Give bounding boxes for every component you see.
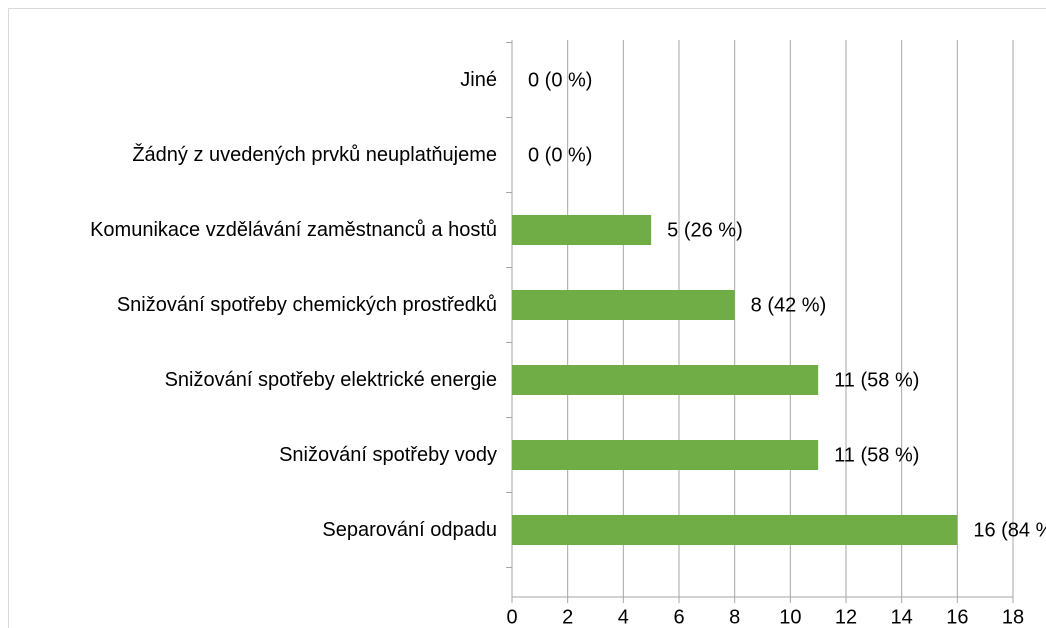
value-label: 0 (0 %)	[528, 69, 592, 91]
x-tick-label: 2	[562, 606, 573, 628]
bar	[512, 290, 735, 320]
bar	[512, 365, 819, 395]
category-label-box: Žádný z uvedených prvků neuplatňujeme	[8, 118, 497, 192]
y-tick-label: Jiné	[460, 69, 497, 91]
value-label: 8 (42 %)	[751, 294, 827, 316]
category-label-box: Separování odpadu	[8, 493, 497, 567]
x-tick-label: 6	[673, 606, 684, 628]
x-tick-label: 14	[891, 606, 913, 628]
y-tick-label: Separování odpadu	[322, 519, 497, 541]
bar	[512, 215, 652, 245]
value-label: 0 (0 %)	[528, 144, 592, 166]
bar	[512, 515, 958, 545]
x-tick-label: 4	[618, 606, 629, 628]
category-label-box: Komunikace vzdělávání zaměstnanců a host…	[8, 193, 497, 267]
value-label: 5 (26 %)	[667, 219, 743, 241]
x-tick-label: 16	[946, 606, 968, 628]
bar	[512, 440, 819, 470]
category-label-box: Jiné	[8, 43, 497, 117]
y-tick-label: Snižování spotřeby elektrické energie	[164, 369, 497, 391]
category-label-box: Snižování spotřeby elektrické energie	[8, 343, 497, 417]
x-tick-label: 10	[779, 606, 801, 628]
value-label: 11 (58 %)	[834, 369, 919, 391]
category-label-box: Snižování spotřeby chemických prostředků	[8, 268, 497, 342]
x-tick-label: 18	[1002, 606, 1024, 628]
chart-border	[8, 8, 1046, 628]
y-tick-label: Snižování spotřeby vody	[279, 444, 497, 466]
y-tick-label: Komunikace vzdělávání zaměstnanců a host…	[90, 219, 497, 241]
x-tick-label: 0	[506, 606, 517, 628]
value-label: 16 (84 %)	[973, 519, 1046, 541]
x-tick-label: 12	[835, 606, 857, 628]
value-label: 11 (58 %)	[834, 444, 919, 466]
y-tick-label: Žádný z uvedených prvků neuplatňujeme	[132, 144, 497, 166]
category-label-box: Snižování spotřeby vody	[8, 418, 497, 492]
x-tick-label: 8	[729, 606, 740, 628]
y-tick-label: Snižování spotřeby chemických prostředků	[116, 294, 497, 316]
